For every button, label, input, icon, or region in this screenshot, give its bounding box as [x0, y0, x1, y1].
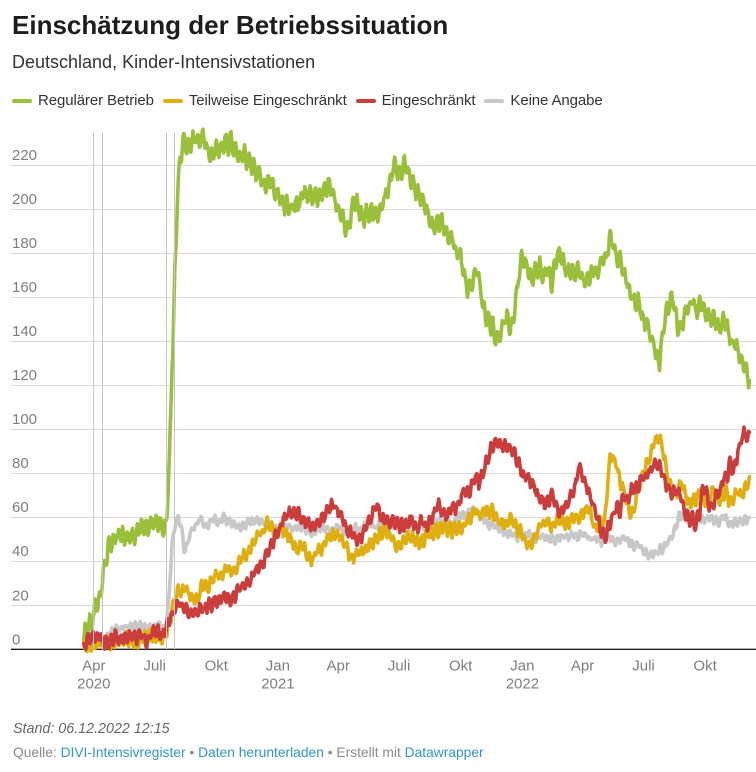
svg-text:Juli: Juli — [143, 658, 166, 675]
svg-text:Apr: Apr — [571, 658, 594, 675]
svg-text:Okt: Okt — [693, 658, 717, 675]
svg-text:120: 120 — [12, 367, 37, 384]
svg-text:Jan: Jan — [266, 658, 290, 675]
svg-text:80: 80 — [12, 455, 29, 472]
svg-text:200: 200 — [12, 191, 37, 208]
svg-text:2022: 2022 — [506, 676, 539, 693]
svg-text:180: 180 — [12, 235, 37, 252]
svg-text:Apr: Apr — [327, 658, 350, 675]
svg-text:2021: 2021 — [261, 676, 294, 693]
svg-text:Jan: Jan — [510, 658, 534, 675]
svg-text:140: 140 — [12, 323, 37, 340]
svg-text:40: 40 — [12, 543, 29, 560]
svg-text:Juli: Juli — [388, 658, 411, 675]
svg-text:Okt: Okt — [205, 658, 229, 675]
svg-text:Apr: Apr — [82, 658, 105, 675]
svg-text:160: 160 — [12, 279, 37, 296]
svg-text:Juli: Juli — [632, 658, 655, 675]
svg-text:20: 20 — [12, 587, 29, 604]
svg-text:220: 220 — [12, 147, 37, 164]
svg-text:60: 60 — [12, 499, 29, 516]
svg-text:Okt: Okt — [449, 658, 473, 675]
svg-text:2020: 2020 — [77, 676, 110, 693]
svg-text:100: 100 — [12, 411, 37, 428]
svg-text:0: 0 — [12, 631, 20, 648]
